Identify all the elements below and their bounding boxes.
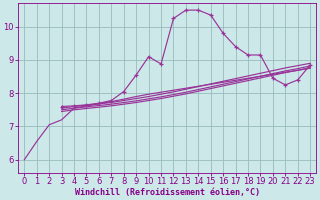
X-axis label: Windchill (Refroidissement éolien,°C): Windchill (Refroidissement éolien,°C) (75, 188, 260, 197)
